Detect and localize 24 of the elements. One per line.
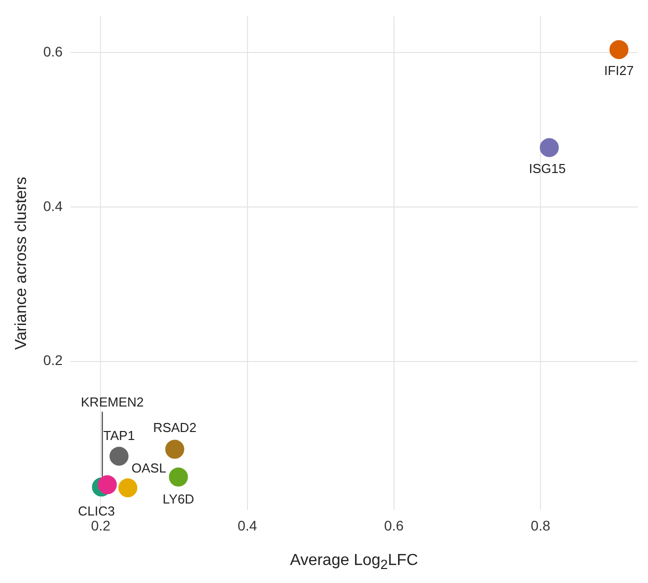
series-label: ISG15 <box>528 161 566 176</box>
series-label: IFI27 <box>604 63 634 78</box>
y-tick-label: 0.4 <box>43 198 63 214</box>
series-label: CLIC3 <box>78 504 115 519</box>
y-axis-title: Variance across clusters <box>13 176 30 350</box>
x-tick-label: 0.8 <box>530 517 550 534</box>
y-tick-label: 0.2 <box>43 352 63 368</box>
point <box>98 475 117 494</box>
text: KREMEN2 <box>80 394 144 410</box>
point <box>609 40 628 60</box>
series-label: OASL <box>131 460 166 476</box>
x-tick-label: 0.6 <box>384 517 404 534</box>
x-tick-label: 0.2 <box>90 517 111 534</box>
y-tick-label: 0.6 <box>43 44 63 60</box>
x-axis-title: Average Log$_{2}$LFC <box>288 552 420 572</box>
point <box>540 138 559 158</box>
point <box>165 440 184 459</box>
point <box>168 468 188 487</box>
x-tick-label: 0.4 <box>238 517 258 534</box>
series-label: RSAD2 <box>153 420 196 435</box>
point <box>118 478 138 498</box>
point <box>110 446 129 466</box>
series-label: LY6D <box>162 492 194 507</box>
series-label: TAP1 <box>103 428 135 443</box>
